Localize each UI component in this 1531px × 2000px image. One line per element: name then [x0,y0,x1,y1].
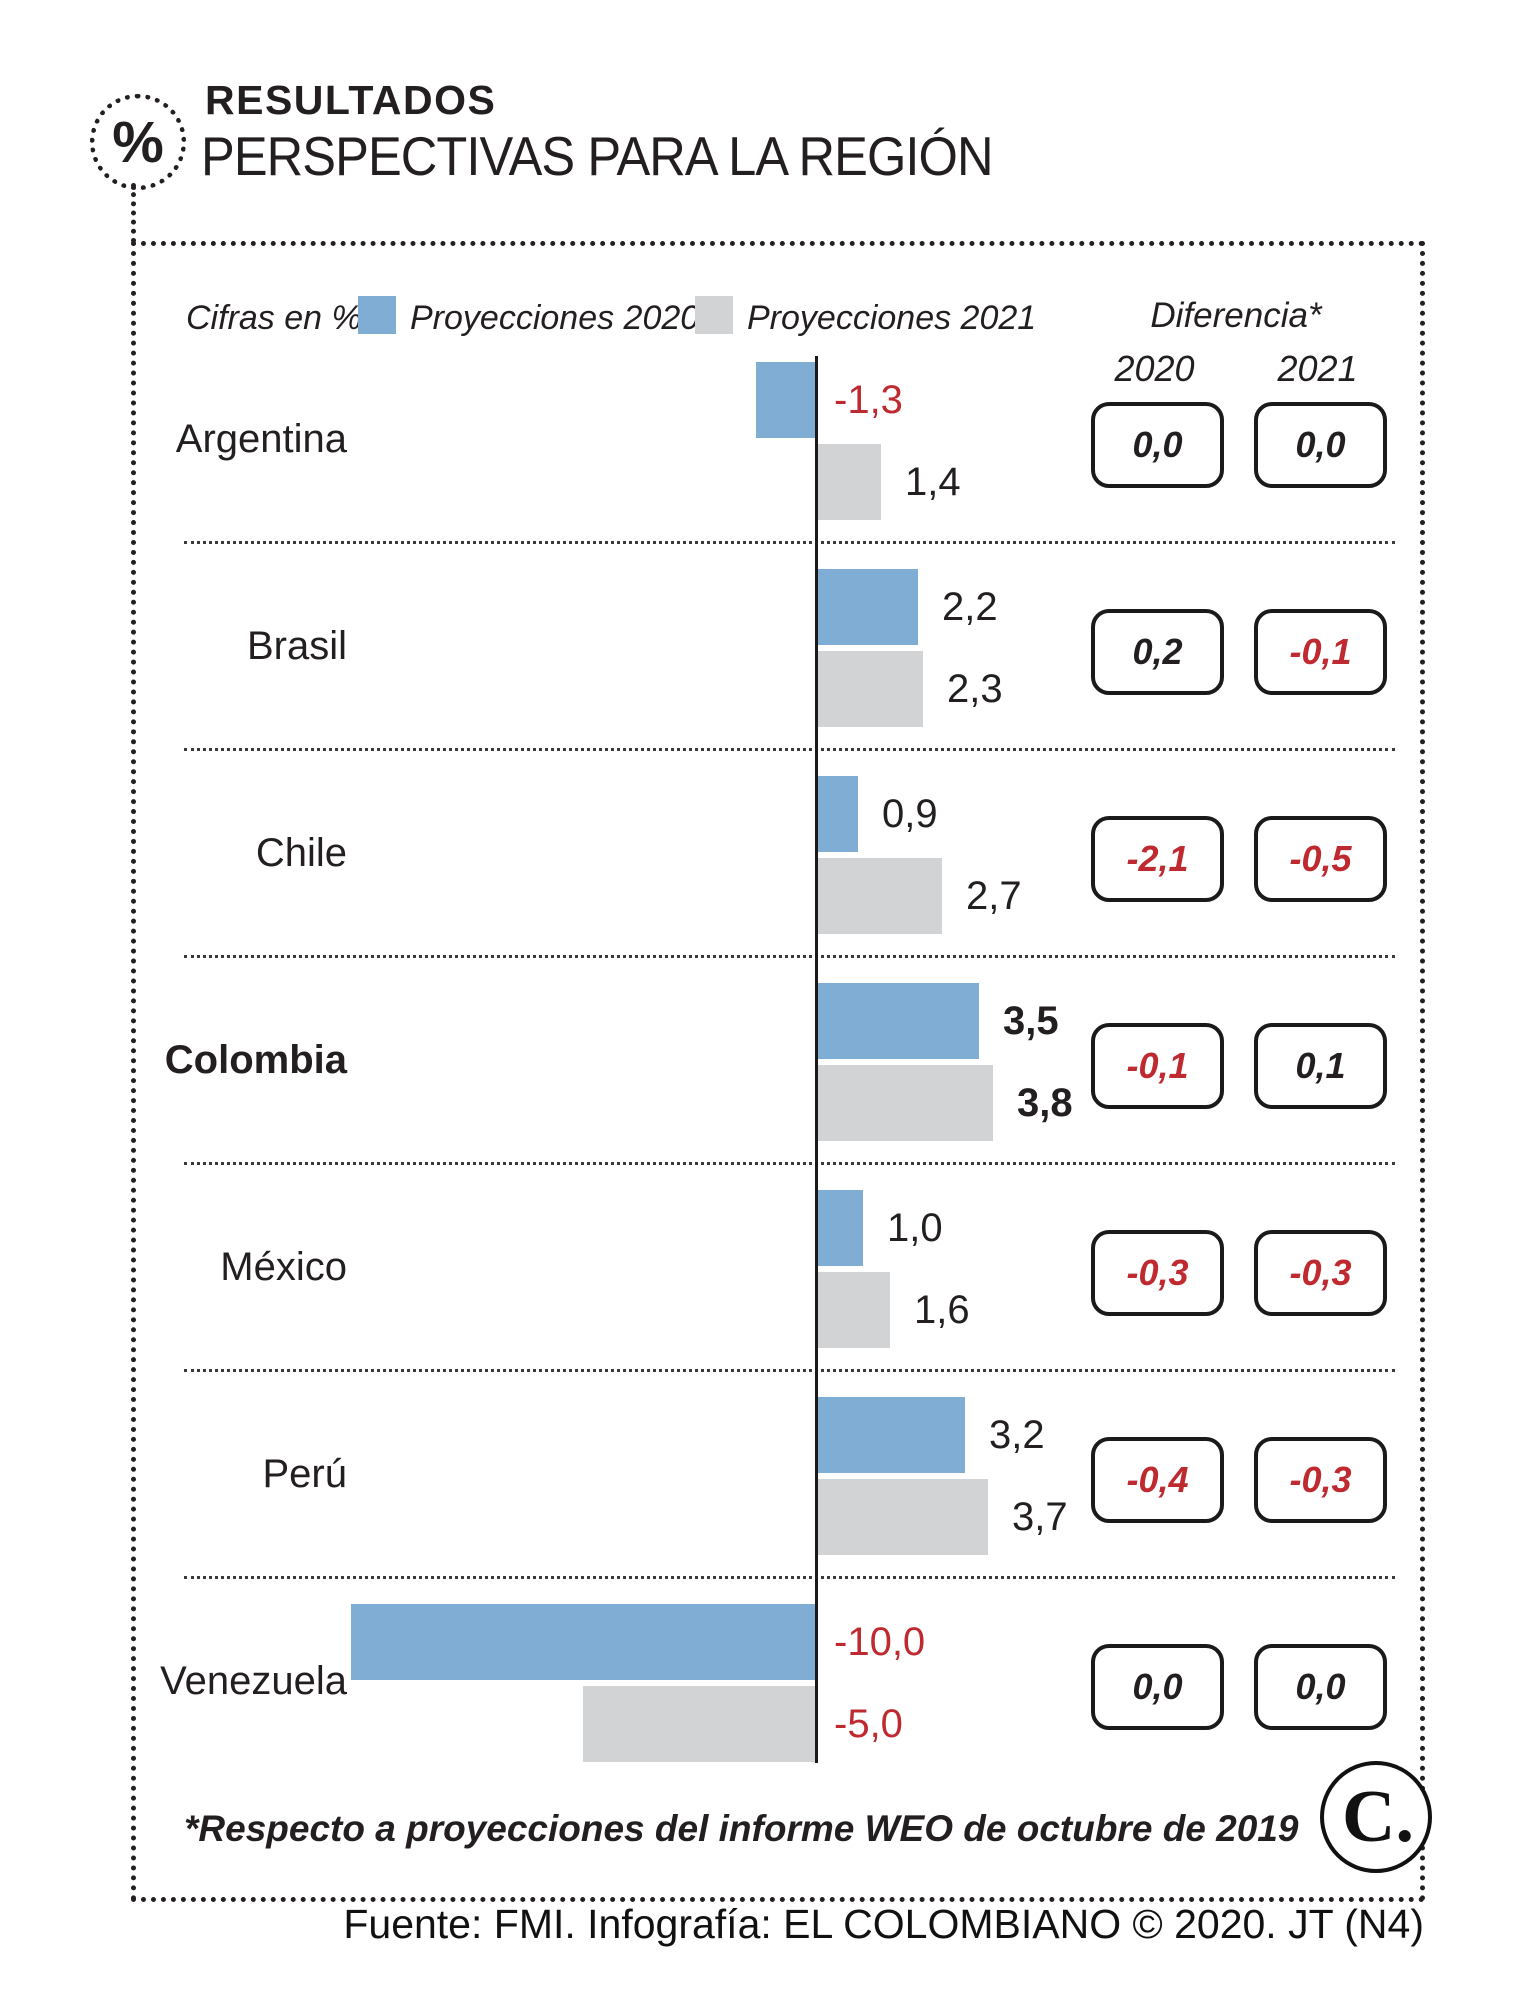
bar-label-2020: 3,2 [989,1413,1045,1457]
diff-box-2021: -0,5 [1254,816,1387,902]
bar-2020 [816,983,979,1059]
row-separator [184,1162,1395,1165]
row-separator [184,748,1395,751]
row-brasil: Brasil 2,2 2,3 0,2 -0,1 [122,543,1418,751]
el-colombiano-logo: C. [1320,1761,1432,1873]
difference-column-header: Diferencia* [1150,296,1322,335]
legend-label-2021: Proyecciones 2021 [747,299,1037,337]
bar-label-2021: -5,0 [834,1702,903,1746]
bar-label-2021: 3,8 [1017,1081,1073,1125]
bar-label-2021: 2,7 [966,874,1022,918]
country-label: Chile [255,831,347,875]
bar-2021 [816,651,923,727]
bar-label-2020: -10,0 [834,1620,926,1664]
bar-2021 [816,858,942,934]
bar-2021 [816,1065,993,1141]
diff-box-2020: 0,2 [1091,609,1224,695]
row-colombia: Colombia 3,5 3,8 -0,1 0,1 [122,957,1418,1165]
diff-box-2020: -2,1 [1091,816,1224,902]
row-separator [184,1576,1395,1579]
percent-icon: % [90,94,186,190]
diff-box-2021: -0,3 [1254,1437,1387,1523]
country-label: Argentina [175,417,347,461]
difference-year-2021: 2021 [1277,348,1358,389]
bar-2021 [816,444,881,520]
page-title: PERSPECTIVAS PARA LA REGIÓN [201,125,994,187]
bar-label-2020: 3,5 [1003,999,1059,1043]
bar-label-2021: 1,6 [914,1288,970,1332]
units-label: Cifras en % [186,299,362,337]
diff-box-2021: 0,0 [1254,402,1387,488]
chart-panel-border [131,241,1425,1902]
row-peru: Perú 3,2 3,7 -0,4 -0,3 [122,1371,1418,1579]
row-separator [184,955,1395,958]
bar-label-2021: 1,4 [905,460,961,504]
legend-label-2020: Proyecciones 2020 [410,299,700,337]
bar-label-2020: 2,2 [942,585,998,629]
bar-2020 [816,569,918,645]
legend-swatch-2020 [358,296,396,334]
row-argentina: Argentina -1,3 1,4 0,0 0,0 [122,336,1418,544]
bar-2020 [816,1397,965,1473]
diff-box-2020: 0,0 [1091,402,1224,488]
bar-label-2020: -1,3 [834,378,903,422]
country-label: Colombia [164,1038,347,1082]
legend-swatch-2021 [695,296,733,334]
bar-2021 [816,1479,988,1555]
bar-2020 [816,1190,863,1266]
row-separator [184,541,1395,544]
diff-box-2021: -0,3 [1254,1230,1387,1316]
diff-box-2020: -0,3 [1091,1230,1224,1316]
bar-2020 [816,776,858,852]
row-chile: Chile 0,9 2,7 -2,1 -0,5 [122,750,1418,958]
bar-2021 [583,1686,816,1762]
country-label: México [220,1245,347,1289]
dotted-connector [131,183,136,243]
section-kicker: RESULTADOS [205,77,497,123]
percent-glyph: % [112,109,164,175]
bar-2020 [756,362,816,438]
difference-year-2020: 2020 [1114,348,1195,389]
bar-label-2020: 1,0 [887,1206,943,1250]
bar-2021 [816,1272,890,1348]
row-venezuela: Venezuela -10,0 -5,0 0,0 0,0 [122,1578,1418,1785]
row-mexico: México 1,0 1,6 -0,3 -0,3 [122,1164,1418,1372]
bar-label-2021: 2,3 [947,667,1003,711]
bar-label-2021: 3,7 [1012,1495,1068,1539]
bar-2020 [351,1604,816,1680]
source-credit: Fuente: FMI. Infografía: EL COLOMBIANO ©… [343,1901,1424,1947]
logo-letter: C. [1342,1775,1414,1858]
country-label: Venezuela [160,1659,347,1703]
diff-box-2020: -0,1 [1091,1023,1224,1109]
diff-box-2021: 0,0 [1254,1644,1387,1730]
footnote: *Respecto a proyecciones del informe WEO… [184,1808,1299,1849]
country-label: Perú [262,1452,348,1496]
diff-box-2021: -0,1 [1254,609,1387,695]
country-label: Brasil [246,624,347,668]
diff-box-2020: -0,4 [1091,1437,1224,1523]
zero-axis-line [815,356,818,1763]
row-separator [184,1369,1395,1372]
diff-box-2021: 0,1 [1254,1023,1387,1109]
diff-box-2020: 0,0 [1091,1644,1224,1730]
bar-label-2020: 0,9 [882,792,938,836]
